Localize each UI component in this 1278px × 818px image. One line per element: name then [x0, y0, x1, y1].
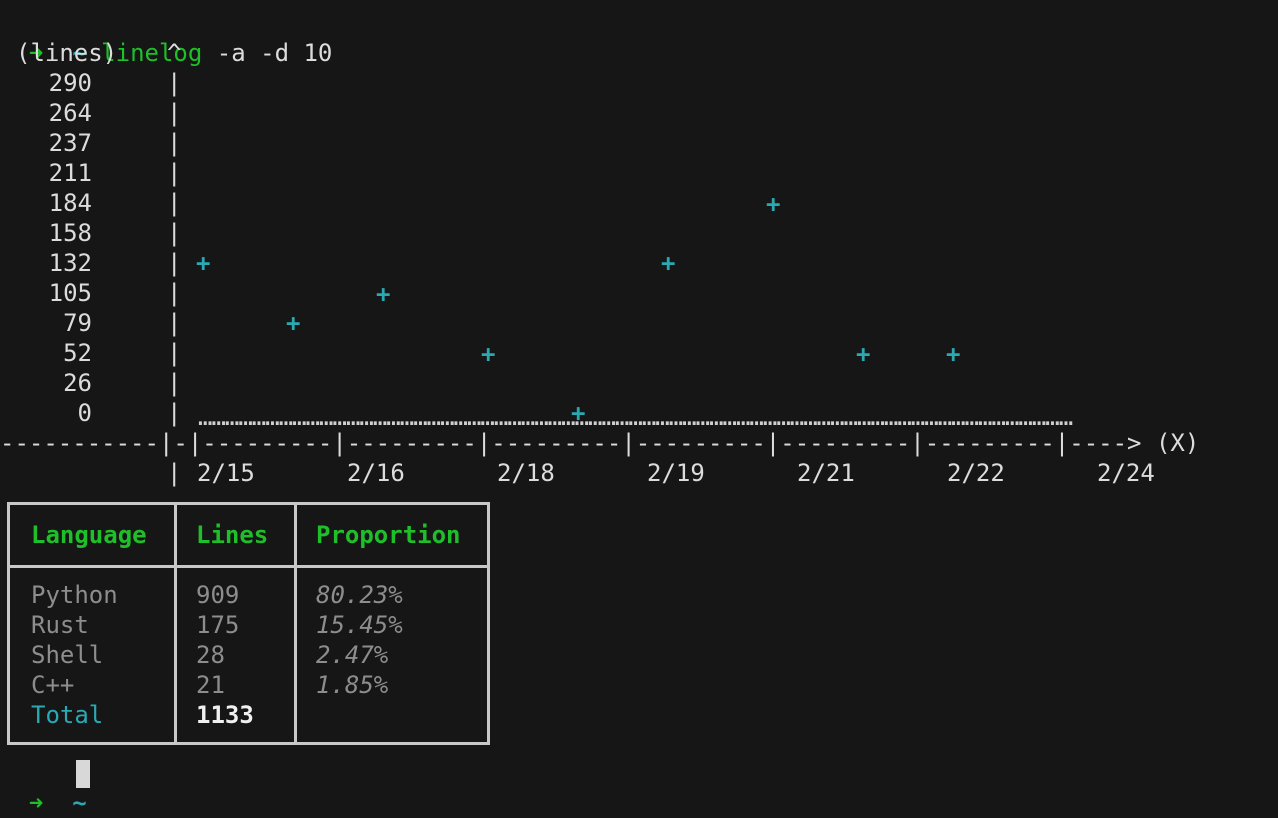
y-axis-bar: |: [167, 369, 182, 397]
row-proportion: 2.47%: [316, 641, 389, 669]
baseline-dots: ……………………………………………………………………………………………………………: [198, 403, 1073, 431]
y-tick-label: 184: [48, 189, 92, 217]
row-proportion: 15.45%: [316, 611, 403, 639]
y-tick-label: 237: [48, 129, 92, 157]
y-tick-label: 132: [48, 249, 92, 277]
data-point-marker: +: [661, 249, 676, 277]
y-tick-label: 52: [63, 339, 92, 367]
y-tick-label: 0: [77, 399, 92, 427]
y-axis-row: 184 |: [0, 188, 182, 218]
y-axis-bar: |: [167, 159, 182, 187]
data-point-marker: +: [286, 309, 301, 337]
x-axis-line: -----------|-|---------|---------|------…: [0, 429, 1200, 457]
terminal-cursor[interactable]: [76, 760, 90, 788]
x-tick-label: 2/18: [497, 459, 555, 487]
y-tick-label: 158: [48, 219, 92, 247]
y-tick-label: 264: [48, 99, 92, 127]
row-lines: 909: [196, 581, 240, 609]
prompt-directory: ~: [72, 789, 87, 817]
y-axis-bar: |: [167, 129, 182, 157]
row-language: Rust: [31, 611, 89, 639]
data-point-marker: +: [376, 280, 391, 308]
row-language: Shell: [31, 641, 104, 669]
command-prompt-line: ➜ ~ linelog -a -d 10: [0, 8, 332, 68]
y-axis-bar: |: [167, 249, 182, 277]
table-header-divider: [10, 565, 487, 568]
y-tick-label: 26: [63, 369, 92, 397]
x-tick-label: 2/15: [197, 459, 255, 487]
y-axis-bar: |: [167, 69, 182, 97]
y-axis-row: 290 |: [0, 68, 182, 98]
prompt-directory: ~: [72, 39, 87, 67]
y-axis-bar: |: [167, 99, 182, 127]
y-axis-row: 264 |: [0, 98, 182, 128]
y-axis-row: 0 |: [0, 398, 182, 428]
command-prompt-line: ➜ ~: [0, 758, 87, 818]
y-tick-label: 105: [48, 279, 92, 307]
table-column-divider: [174, 505, 177, 742]
language-table: Language Lines Proportion Python 909 80.…: [7, 502, 490, 745]
y-axis-bar: |: [167, 399, 182, 427]
row-proportion: 1.85%: [316, 671, 389, 699]
header-lines: Lines: [196, 521, 269, 549]
data-point-marker: +: [196, 249, 211, 277]
y-axis-row: 158 |: [0, 218, 182, 248]
row-lines: 21: [196, 671, 225, 699]
x-tick-label: 2/24: [1097, 459, 1155, 487]
data-point-marker: +: [856, 340, 871, 368]
x-tick-label: 2/21: [797, 459, 855, 487]
x-tick-label: 2/22: [947, 459, 1005, 487]
y-axis-row: 132 |: [0, 248, 182, 278]
y-axis-bar: |: [167, 339, 182, 367]
table-column-divider: [294, 505, 297, 742]
y-axis-row: 237 |: [0, 128, 182, 158]
y-tick-label: 79: [63, 309, 92, 337]
y-axis-bar: |: [167, 279, 182, 307]
row-proportion: 80.23%: [316, 581, 403, 609]
header-proportion: Proportion: [316, 521, 461, 549]
x-axis-bar: |: [167, 459, 182, 487]
y-axis-bar: |: [167, 189, 182, 217]
y-tick-label: 211: [48, 159, 92, 187]
data-point-marker: +: [481, 340, 496, 368]
y-axis-row: 52 |: [0, 338, 182, 368]
command-name: linelog: [101, 39, 203, 67]
y-axis-bar: |: [167, 219, 182, 247]
prompt-arrow-icon: ➜: [28, 789, 44, 817]
row-lines: 175: [196, 611, 240, 639]
total-label: Total: [31, 701, 104, 729]
data-point-marker: +: [766, 190, 781, 218]
row-language: C++: [31, 671, 75, 699]
y-axis-row: 79 |: [0, 308, 182, 338]
x-tick-label: 2/16: [347, 459, 405, 487]
y-axis-title: (lines): [16, 39, 118, 67]
y-axis-row: 105 |: [0, 278, 182, 308]
row-language: Python: [31, 581, 118, 609]
y-axis-bar: |: [167, 309, 182, 337]
y-axis-arrow: ^: [167, 39, 182, 67]
prompt-arrow-icon: ➜: [28, 39, 44, 67]
y-tick-label: 290: [48, 69, 92, 97]
y-axis-row: 211 |: [0, 158, 182, 188]
x-tick-label: 2/19: [647, 459, 705, 487]
command-args: -a -d 10: [216, 39, 333, 67]
total-lines: 1133: [196, 701, 254, 729]
data-point-marker: +: [571, 399, 586, 427]
data-point-marker: +: [946, 340, 961, 368]
header-language: Language: [31, 521, 147, 549]
row-lines: 28: [196, 641, 225, 669]
y-axis-row: 26 |: [0, 368, 182, 398]
